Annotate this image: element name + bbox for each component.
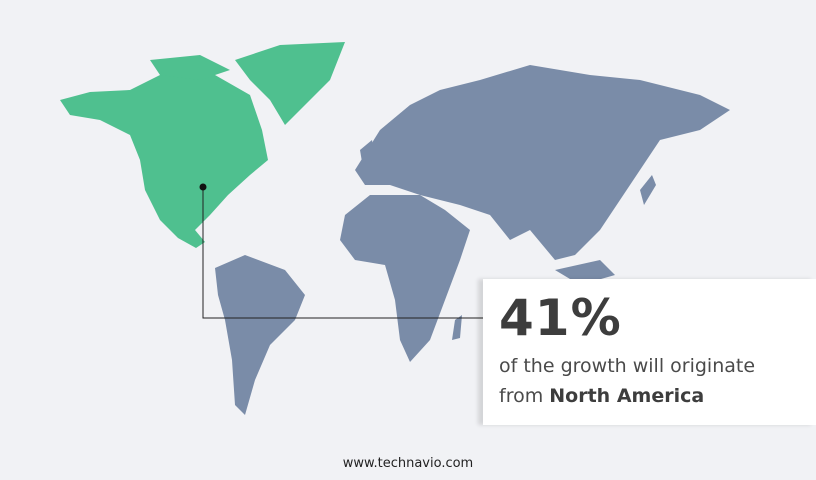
location-marker <box>199 183 207 191</box>
north-america <box>60 70 268 248</box>
region-north-america <box>60 42 345 248</box>
uk <box>360 140 375 162</box>
madagascar <box>452 315 462 340</box>
region-name: North America <box>549 385 705 407</box>
south-america <box>215 255 305 415</box>
arctic-islands <box>150 55 230 80</box>
callout-region-line: from North America <box>499 385 704 407</box>
greenland <box>235 42 345 125</box>
footer-url: www.technavio.com <box>342 456 474 471</box>
japan <box>640 175 656 205</box>
region-rest-of-world <box>215 65 730 415</box>
callout-prefix: from <box>499 385 550 407</box>
africa <box>340 195 470 362</box>
southeast-asia <box>555 260 615 285</box>
callout-text: of the growth will originate <box>499 355 756 377</box>
connector <box>199 183 483 319</box>
europe-asia <box>355 65 730 260</box>
stat-callout: 41% of the growth will originate from No… <box>483 279 816 425</box>
growth-percent: 41% <box>499 289 622 347</box>
